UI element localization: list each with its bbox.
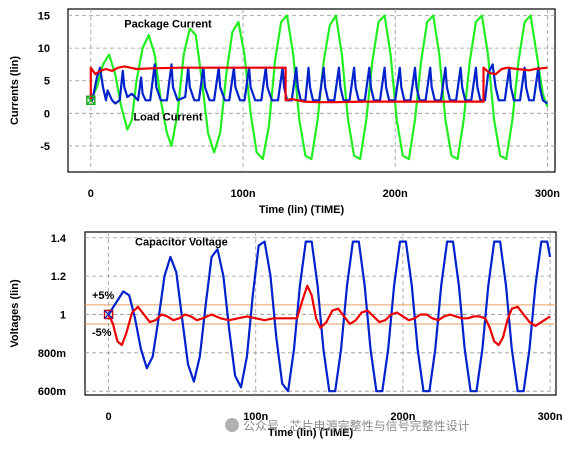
annotation-label: Load Current (133, 111, 202, 123)
start-marker (86, 95, 96, 106)
x-tick-label: 200n (383, 188, 408, 200)
series-line-1 (107, 284, 551, 347)
start-marker-cross (104, 310, 113, 319)
tolerance-band-label: +5% (92, 290, 115, 302)
watermark: 公众号 · 芯片电源完整性与信号完整性设计 (225, 418, 470, 433)
annotation-label: Capacitor Voltage (135, 236, 228, 248)
tolerance-band-label: -5% (92, 327, 112, 339)
y-tick-label: -5 (40, 141, 50, 153)
y-axis-title: Currents (lin) (9, 56, 21, 125)
x-tick-label: 300n (538, 411, 563, 423)
series-line-0 (89, 14, 549, 161)
y-tick-label: 1.2 (51, 271, 66, 283)
x-axis-title: Time (lin) (TIME) (268, 427, 354, 439)
watermark-text: 公众号 · 芯片电源完整性与信号完整性设计 (243, 418, 470, 433)
series-line-0 (107, 240, 552, 393)
y-tick-label: 1.4 (51, 233, 67, 245)
annotation-label: Package Current (124, 18, 212, 30)
y-tick-label: 0 (44, 108, 50, 120)
x-tick-label: 100n (230, 188, 255, 200)
y-tick-label: 5 (44, 76, 50, 88)
start-marker-cross (86, 95, 96, 105)
series-line-1 (90, 63, 549, 105)
x-tick-label: 0 (105, 411, 111, 423)
y-tick-label: 1 (60, 309, 66, 321)
start-marker (103, 309, 114, 320)
x-tick-label: 100n (243, 411, 268, 423)
y-tick-label: 600m (38, 386, 66, 398)
x-tick-label: 300n (535, 188, 560, 200)
y-axis-title: Voltages (lin) (9, 279, 21, 348)
y-tick-label: 10 (38, 43, 50, 55)
series-line-2 (89, 65, 548, 104)
wechat-icon (225, 418, 239, 432)
x-tick-label: 200n (390, 411, 415, 423)
x-axis-title: Time (lin) (TIME) (259, 204, 345, 216)
currents-chart: 0 100n 200n 300n -5 0 5 10 15 Package Current Load… (9, 8, 560, 216)
y-tick-label: 15 (38, 11, 50, 23)
x-tick-label: 0 (88, 188, 94, 200)
y-tick-label: 800m (38, 348, 66, 360)
voltages-chart: 0 100n 200n 300n 600m 800m 1 1.2 1.4 +5% -5% Capaci… (9, 231, 563, 439)
